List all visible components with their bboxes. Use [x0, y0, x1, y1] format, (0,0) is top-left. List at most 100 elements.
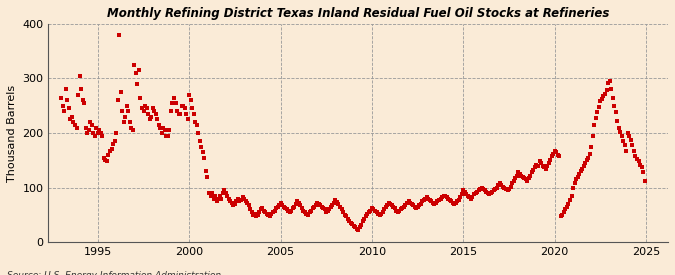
Point	[103, 153, 114, 157]
Point	[242, 201, 252, 205]
Point	[566, 194, 577, 198]
Point	[499, 185, 510, 190]
Point	[167, 101, 178, 105]
Point	[504, 186, 514, 191]
Point	[124, 120, 135, 124]
Point	[489, 188, 500, 192]
Point	[313, 202, 324, 206]
Point	[591, 116, 601, 120]
Point	[360, 214, 371, 218]
Point	[615, 130, 626, 134]
Point	[74, 73, 85, 78]
Point	[155, 125, 165, 130]
Point	[82, 131, 92, 135]
Point	[396, 207, 406, 212]
Point	[226, 201, 237, 205]
Point	[581, 158, 592, 163]
Point	[356, 222, 367, 227]
Point	[593, 105, 604, 109]
Point	[377, 210, 388, 214]
Point	[468, 192, 479, 196]
Point	[240, 199, 251, 204]
Y-axis label: Thousand Barrels: Thousand Barrels	[7, 84, 17, 182]
Point	[429, 202, 440, 206]
Point	[176, 104, 187, 108]
Point	[188, 112, 199, 116]
Point	[140, 104, 151, 108]
Point	[397, 206, 408, 211]
Point	[281, 207, 292, 212]
Point	[496, 183, 507, 187]
Point	[456, 192, 467, 196]
Point	[599, 92, 610, 96]
Point	[330, 197, 341, 202]
Point	[302, 213, 313, 217]
Point	[181, 112, 192, 116]
Point	[164, 128, 175, 133]
Point	[374, 213, 385, 217]
Point	[536, 161, 547, 165]
Point	[147, 106, 158, 111]
Point	[525, 174, 536, 178]
Point	[554, 154, 565, 158]
Point	[289, 205, 300, 209]
Point	[495, 181, 506, 185]
Point	[609, 104, 620, 108]
Point	[446, 199, 456, 204]
Point	[386, 203, 397, 207]
Point	[70, 123, 80, 127]
Point	[383, 201, 394, 205]
Point	[546, 154, 557, 158]
Point	[210, 194, 221, 198]
Point	[464, 195, 475, 200]
Point	[141, 106, 152, 111]
Point	[146, 114, 157, 119]
Point	[308, 205, 319, 209]
Point	[610, 110, 621, 114]
Point	[373, 212, 383, 216]
Point	[481, 190, 491, 194]
Point	[589, 123, 600, 127]
Point	[344, 219, 354, 224]
Point	[163, 134, 173, 138]
Point	[255, 207, 266, 212]
Point	[300, 210, 310, 214]
Point	[324, 207, 335, 212]
Point	[198, 150, 209, 154]
Point	[507, 181, 518, 185]
Point	[283, 208, 294, 213]
Point	[135, 95, 146, 100]
Point	[462, 194, 473, 198]
Point	[63, 106, 74, 111]
Point	[331, 200, 342, 204]
Point	[158, 125, 169, 130]
Point	[105, 148, 115, 153]
Point	[452, 199, 462, 204]
Point	[539, 165, 549, 169]
Point	[431, 201, 441, 205]
Point	[575, 169, 586, 174]
Point	[99, 155, 109, 160]
Point	[123, 109, 134, 113]
Point	[325, 205, 336, 209]
Point	[249, 212, 260, 216]
Point	[466, 196, 477, 201]
Point	[621, 148, 632, 153]
Point	[307, 206, 318, 211]
Point	[278, 205, 289, 209]
Point	[214, 194, 225, 198]
Point	[120, 114, 131, 119]
Point	[497, 184, 508, 189]
Point	[412, 205, 423, 209]
Point	[223, 196, 234, 201]
Point	[327, 203, 338, 207]
Point	[272, 205, 283, 209]
Point	[586, 144, 597, 149]
Point	[296, 206, 307, 211]
Point	[336, 207, 347, 212]
Point	[612, 119, 622, 123]
Point	[353, 228, 364, 232]
Point	[347, 222, 358, 226]
Point	[259, 208, 269, 213]
Point	[251, 214, 262, 218]
